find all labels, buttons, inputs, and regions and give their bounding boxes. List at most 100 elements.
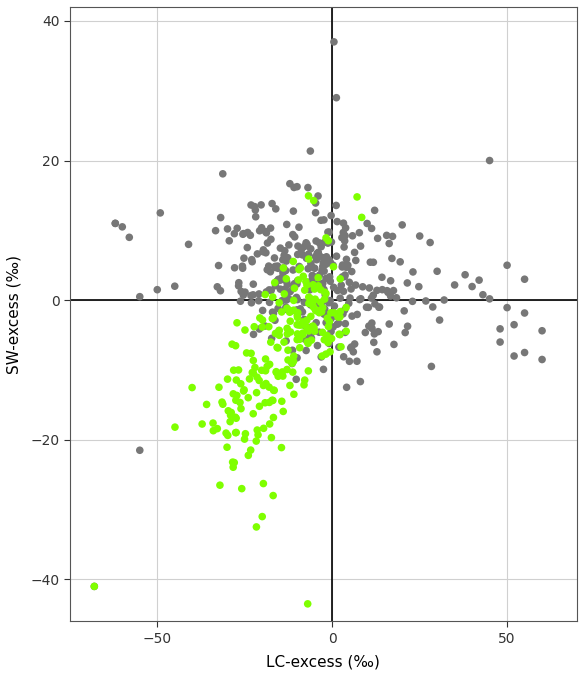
Point: [326, 326, 336, 337]
Point: [223, 442, 232, 453]
Point: [357, 212, 366, 223]
Point: [281, 256, 291, 266]
Point: [356, 293, 366, 304]
Point: [261, 378, 270, 389]
Point: [298, 316, 307, 327]
Point: [259, 380, 268, 391]
Point: [342, 254, 351, 265]
Point: [401, 327, 410, 338]
Point: [265, 285, 274, 295]
Point: [239, 253, 249, 264]
Point: [221, 428, 231, 439]
Point: [306, 243, 315, 254]
Point: [267, 313, 277, 324]
Point: [242, 347, 251, 358]
Point: [326, 308, 335, 319]
Point: [292, 279, 301, 289]
Point: [286, 316, 295, 327]
Point: [310, 284, 319, 295]
Point: [268, 291, 277, 302]
Point: [308, 301, 318, 312]
Point: [284, 293, 293, 304]
Point: [520, 274, 529, 285]
Point: [306, 299, 315, 310]
Point: [502, 302, 512, 313]
Point: [340, 271, 349, 282]
Point: [267, 333, 276, 344]
Point: [251, 362, 260, 373]
Point: [264, 261, 273, 272]
Point: [304, 254, 313, 264]
Point: [478, 289, 488, 300]
Point: [339, 227, 348, 238]
Point: [276, 284, 285, 295]
Point: [276, 243, 285, 254]
Point: [345, 356, 354, 366]
Point: [249, 329, 258, 340]
Point: [460, 269, 470, 280]
Point: [280, 250, 289, 261]
Point: [304, 292, 314, 303]
Point: [342, 302, 351, 313]
Point: [274, 274, 283, 285]
Point: [324, 321, 333, 332]
Point: [334, 318, 343, 329]
Point: [208, 418, 218, 429]
Point: [293, 241, 303, 251]
Point: [314, 327, 324, 337]
Point: [389, 285, 398, 296]
Point: [332, 93, 341, 103]
Point: [228, 457, 237, 468]
Point: [135, 445, 144, 456]
Point: [338, 272, 347, 283]
Point: [216, 212, 225, 223]
Point: [248, 289, 258, 300]
Point: [302, 315, 311, 326]
Point: [321, 289, 330, 300]
Point: [314, 301, 324, 312]
Point: [295, 342, 304, 353]
Point: [273, 371, 283, 382]
Point: [370, 299, 380, 310]
Point: [288, 264, 298, 275]
Point: [214, 382, 224, 393]
Point: [246, 290, 256, 301]
Point: [265, 382, 274, 393]
Point: [415, 231, 425, 241]
Point: [340, 305, 349, 316]
Point: [352, 356, 361, 366]
Point: [403, 321, 412, 332]
Point: [347, 266, 356, 277]
Point: [294, 320, 304, 331]
Point: [278, 254, 287, 265]
Point: [395, 256, 405, 267]
Point: [399, 306, 409, 316]
Point: [319, 214, 329, 225]
Point: [311, 236, 321, 247]
Point: [318, 258, 328, 268]
Point: [326, 313, 336, 324]
Point: [241, 287, 250, 297]
Point: [345, 293, 354, 304]
Point: [248, 367, 257, 378]
Point: [329, 282, 338, 293]
Point: [277, 442, 286, 453]
Point: [232, 223, 242, 234]
Point: [341, 262, 350, 272]
Point: [228, 462, 238, 473]
Point: [303, 182, 312, 193]
Point: [350, 247, 359, 258]
Point: [293, 294, 302, 305]
Point: [305, 145, 315, 156]
Point: [328, 260, 338, 270]
Point: [261, 365, 270, 376]
Point: [319, 309, 329, 320]
Point: [266, 285, 276, 295]
Point: [279, 337, 288, 347]
Point: [439, 295, 449, 306]
Point: [298, 328, 307, 339]
Point: [282, 364, 291, 375]
Point: [384, 238, 394, 249]
Point: [301, 237, 311, 248]
Point: [171, 422, 180, 433]
